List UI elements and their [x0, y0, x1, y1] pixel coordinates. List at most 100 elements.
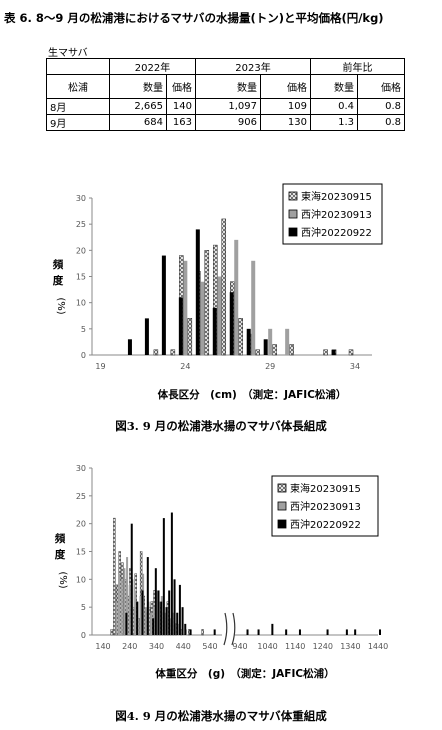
x-tick-label: 240: [122, 642, 137, 651]
bar: [379, 629, 381, 635]
axis-break-mark: [231, 612, 236, 646]
legend-label: 東海20230915: [301, 190, 372, 203]
y-tick-label: 20: [76, 520, 86, 529]
x-axis-label: 体長区分 (cm) （測定：JAFIC松浦）: [158, 388, 347, 401]
bar: [176, 612, 179, 635]
sub-header: 価格: [357, 74, 405, 99]
bar: [255, 349, 260, 356]
bar: [246, 328, 251, 355]
bar: [128, 584, 131, 635]
legend-swatch: [277, 501, 287, 511]
bar: [134, 590, 137, 635]
bar: [125, 612, 128, 635]
sub-header: 数量: [109, 74, 167, 99]
legend-swatch: [277, 519, 287, 529]
bar: [152, 618, 155, 635]
bar: [326, 629, 329, 635]
x-tick-label: 140: [95, 642, 110, 651]
row-month: 9月: [46, 114, 110, 131]
cell: 906: [195, 114, 261, 131]
group-ratio: 前年比: [310, 58, 405, 75]
bar: [195, 229, 200, 355]
bar: [136, 601, 139, 635]
cell: 1,097: [195, 98, 261, 115]
x-tick-label: 1040: [257, 642, 277, 651]
cell: 1.3: [310, 114, 358, 131]
bar: [144, 318, 149, 355]
table-title: 表 6. 8～9 月の松浦港におけるマサバの水揚量(トン)と平均価格(円/kg): [4, 11, 384, 25]
cell: 0.8: [357, 114, 405, 131]
bar: [217, 276, 222, 355]
bar: [204, 250, 210, 356]
bar: [271, 623, 274, 635]
bar: [139, 596, 142, 635]
bar: [298, 629, 301, 635]
x-tick-label: 34: [350, 362, 360, 371]
bar: [285, 629, 288, 635]
bar: [160, 601, 163, 635]
cell: 684: [109, 114, 167, 131]
x-tick-label: 540: [202, 642, 217, 651]
axis-break-mark: [223, 612, 228, 646]
bar: [263, 339, 268, 355]
bar: [144, 607, 147, 635]
legend-box: [282, 183, 383, 245]
legend-swatch: [288, 191, 298, 201]
bar: [154, 568, 157, 635]
bar: [165, 607, 168, 635]
y-tick-label: 5: [81, 603, 86, 612]
y-tick-label: 15: [76, 273, 86, 282]
y-tick-label: 0: [81, 631, 86, 640]
bar: [127, 339, 132, 355]
table-row: 8月 2,665 140 1,097 109 0.4 0.8: [46, 98, 405, 115]
group-2023: 2023年: [195, 58, 311, 75]
y-tick-label: 0: [81, 351, 86, 360]
landing-table: 2022年 2023年 前年比 松浦 数量 価格 数量 価格 数量 価格 8月 …: [46, 58, 405, 131]
bar: [157, 590, 160, 635]
x-tick-label: 19: [95, 362, 105, 371]
y-tick-label: 20: [76, 246, 86, 255]
y-axis-label-char: 頻: [53, 258, 64, 271]
bar: [229, 292, 234, 355]
y-tick-label: 30: [76, 464, 86, 473]
bar: [221, 218, 227, 356]
bar: [285, 328, 290, 355]
y-axis-label-char: (%): [55, 297, 66, 314]
y-axis-label-char: 度: [53, 274, 64, 287]
bar: [289, 344, 294, 356]
bar: [173, 579, 176, 635]
bar: [130, 523, 133, 635]
cell: 0.8: [357, 98, 405, 115]
bar: [146, 557, 149, 635]
y-tick-label: 10: [76, 299, 86, 308]
x-tick-label: 1140: [285, 642, 305, 651]
cell: 130: [260, 114, 311, 131]
cell: 163: [166, 114, 196, 131]
weight-chart: 0 5 10 15 20 25 30 140 240 340 440 540 940 1040 1140 12…: [55, 464, 388, 680]
x-tick-label: 940: [232, 642, 247, 651]
cell: 0.4: [310, 98, 358, 115]
bar: [331, 349, 336, 355]
cell: 140: [166, 98, 196, 115]
sub-header: 価格: [260, 74, 311, 99]
x-tick-label: 1340: [340, 642, 360, 651]
bar: [189, 629, 192, 635]
bar: [200, 281, 205, 355]
bar: [272, 344, 277, 356]
legend-label: 西沖20230913: [301, 208, 372, 221]
cell: 109: [260, 98, 311, 115]
sub-header: 数量: [195, 74, 261, 99]
bar: [251, 260, 256, 355]
bar: [354, 629, 357, 635]
bar: [168, 590, 171, 635]
x-tick-label: 1440: [368, 642, 388, 651]
legend-swatch: [277, 483, 287, 493]
cell: 2,665: [109, 98, 167, 115]
bar: [118, 573, 121, 635]
bar: [323, 349, 328, 356]
y-axis-label-char: (%): [57, 571, 68, 588]
bar: [213, 629, 216, 635]
bar: [113, 517, 116, 636]
sub-header: 数量: [310, 74, 358, 99]
y-tick-label: 30: [76, 194, 86, 203]
